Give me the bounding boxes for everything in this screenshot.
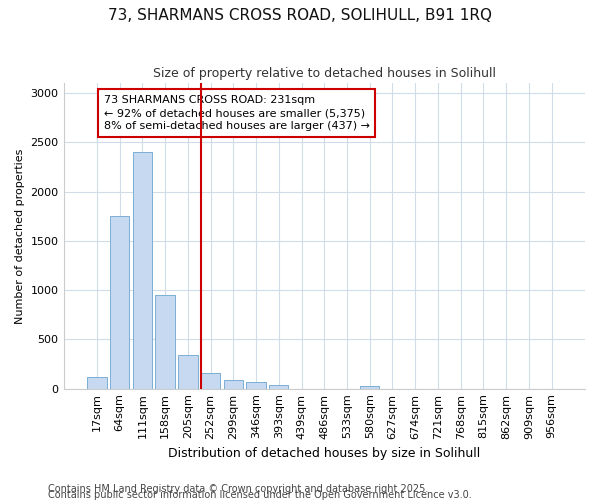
Bar (224, 380, 243, 388)
Title: Size of property relative to detached houses in Solihull: Size of property relative to detached ho… (153, 68, 496, 80)
Text: 73, SHARMANS CROSS ROAD, SOLIHULL, B91 1RQ: 73, SHARMANS CROSS ROAD, SOLIHULL, B91 1… (108, 8, 492, 22)
Text: 73 SHARMANS CROSS ROAD: 231sqm
← 92% of detached houses are smaller (5,375)
8% o: 73 SHARMANS CROSS ROAD: 231sqm ← 92% of … (104, 95, 370, 132)
Bar (87, 377, 107, 388)
Bar (201, 374, 220, 388)
Bar (110, 216, 130, 388)
X-axis label: Distribution of detached houses by size in Solihull: Distribution of detached houses by size … (168, 447, 481, 460)
Bar (155, 295, 175, 388)
Bar (178, 355, 197, 388)
Bar (269, 384, 289, 388)
Bar (133, 152, 152, 388)
Bar (247, 382, 266, 388)
Text: Contains HM Land Registry data © Crown copyright and database right 2025.: Contains HM Land Registry data © Crown c… (48, 484, 428, 494)
Bar (360, 386, 379, 388)
Y-axis label: Number of detached properties: Number of detached properties (15, 148, 25, 324)
Text: Contains public sector information licensed under the Open Government Licence v3: Contains public sector information licen… (48, 490, 472, 500)
